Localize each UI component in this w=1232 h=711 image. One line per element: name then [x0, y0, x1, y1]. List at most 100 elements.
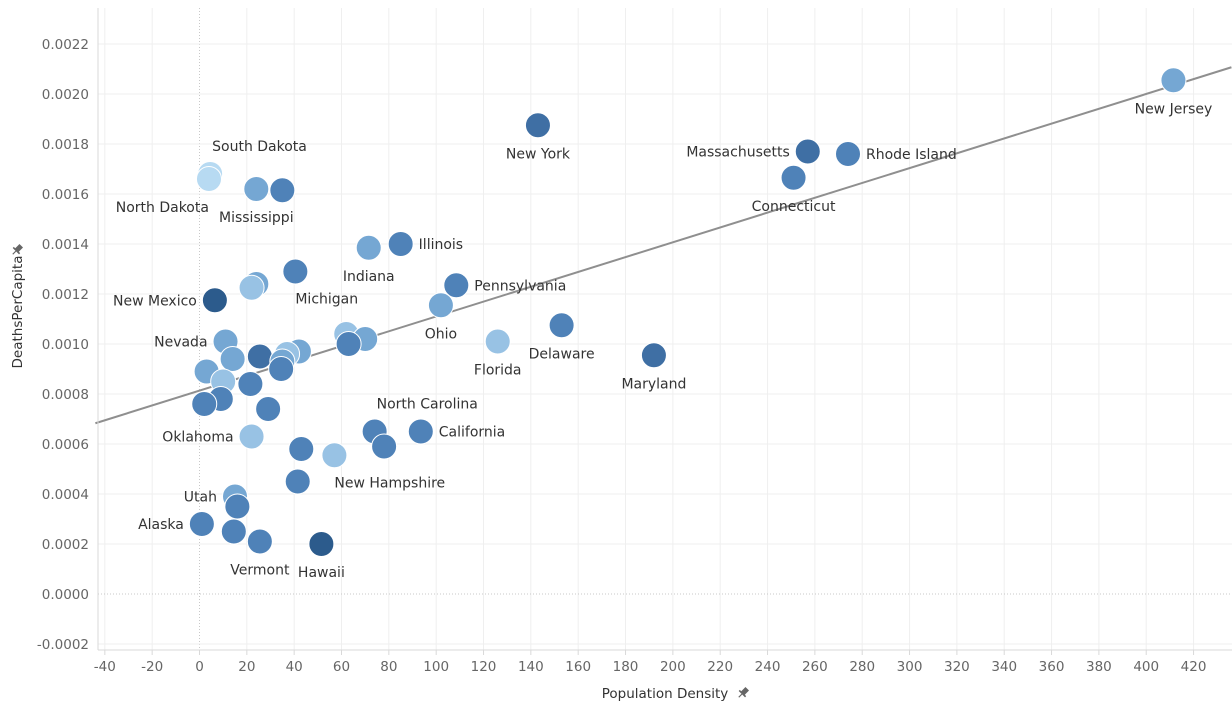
y-tick-label: 0.0002: [42, 537, 89, 553]
x-tick-label: 40: [286, 659, 303, 675]
y-tick-label: 0.0016: [42, 187, 89, 203]
x-tick-label: 420: [1181, 659, 1207, 675]
point-label: Connecticut: [752, 199, 836, 215]
data-point[interactable]: [835, 141, 862, 167]
y-tick-label: 0.0000: [42, 587, 89, 603]
data-point[interactable]: [484, 328, 511, 355]
data-point[interactable]: [407, 418, 434, 445]
y-tick-label: 0.0010: [42, 337, 89, 353]
data-point[interactable]: [548, 312, 575, 339]
y-axis-ticks: -0.0002 0.0000 0.0002 0.0004 0.0006 0.0008 0.0…: [37, 8, 99, 653]
data-point[interactable]: [237, 371, 264, 397]
data-point[interactable]: [201, 287, 228, 314]
x-tick-label: 60: [333, 659, 350, 675]
x-tick-label: 380: [1086, 659, 1112, 675]
x-tick-label: 300: [897, 659, 923, 675]
data-point[interactable]: [195, 166, 222, 192]
data-point[interactable]: [246, 343, 273, 370]
x-tick-label: 280: [849, 659, 875, 675]
y-tick-label: 0.0022: [42, 37, 89, 53]
point-label: Delaware: [529, 346, 595, 362]
point-label: Maryland: [621, 376, 686, 392]
point-label: Mississippi: [219, 210, 294, 226]
trend-line-group: [95, 66, 1232, 425]
point-label: Indiana: [343, 269, 395, 285]
x-tick-label: 20: [238, 659, 255, 675]
data-point[interactable]: [243, 176, 270, 202]
y-tick-label: 0.0014: [42, 237, 89, 253]
data-point[interactable]: [255, 396, 282, 422]
data-point[interactable]: [780, 164, 807, 191]
point-label: New Mexico: [113, 293, 197, 309]
x-tick-label: 320: [944, 659, 970, 675]
y-tick-label: 0.0008: [42, 387, 89, 403]
x-tick-label: 200: [660, 659, 686, 675]
data-point[interactable]: [238, 274, 265, 301]
point-label: Vermont: [230, 563, 290, 579]
data-point[interactable]: [246, 528, 273, 555]
y-tick-label: 0.0004: [42, 487, 89, 503]
data-point[interactable]: [224, 493, 251, 520]
data-point[interactable]: [269, 177, 296, 204]
data-point[interactable]: [355, 234, 382, 261]
data-point[interactable]: [1160, 67, 1187, 94]
point-label: Pennsylvania: [474, 278, 566, 294]
point-label: Massachusetts: [686, 145, 789, 161]
point-label: New Hampshire: [334, 475, 445, 491]
data-point[interactable]: [282, 258, 309, 285]
data-point[interactable]: [219, 346, 246, 372]
x-axis-ticks: -40 -20 0 20 40 60 80 100 120 140 160 180 200 220 240 2…: [94, 649, 1232, 675]
x-tick-label: 180: [613, 659, 639, 675]
data-point[interactable]: [794, 138, 821, 165]
y-axis-title: DeathsPerCapita: [10, 256, 26, 369]
data-point[interactable]: [427, 292, 454, 319]
data-points: [188, 67, 1187, 557]
data-point[interactable]: [371, 433, 398, 460]
point-label: North Dakota: [116, 200, 209, 216]
x-axis-title: Population Density: [602, 686, 729, 702]
data-point[interactable]: [524, 112, 551, 139]
trend-line: [95, 66, 1232, 425]
point-label: Nevada: [154, 335, 207, 351]
point-label: South Dakota: [212, 139, 307, 155]
x-tick-label: 140: [518, 659, 544, 675]
x-tick-label: 0: [195, 659, 204, 675]
point-label: Utah: [184, 490, 217, 506]
x-tick-label: 80: [380, 659, 397, 675]
x-tick-label: 360: [1039, 659, 1065, 675]
data-point[interactable]: [335, 331, 362, 357]
y-tick-label: 0.0018: [42, 137, 89, 153]
y-tick-label: 0.0020: [42, 87, 89, 103]
x-tick-label: 220: [707, 659, 733, 675]
data-point[interactable]: [443, 272, 470, 299]
point-label: California: [439, 425, 505, 441]
data-point[interactable]: [188, 511, 215, 537]
x-axis-pin-icon: [738, 686, 750, 698]
data-point[interactable]: [220, 518, 247, 545]
y-axis-pin-icon: [12, 243, 24, 255]
point-label: New York: [506, 146, 571, 162]
point-label: Ohio: [425, 326, 457, 342]
x-tick-label: 260: [802, 659, 828, 675]
data-point[interactable]: [387, 231, 414, 257]
data-point[interactable]: [191, 391, 218, 417]
point-labels: New Jersey New York Massachusetts Rhode Isl…: [113, 101, 1212, 581]
x-tick-label: 100: [423, 659, 449, 675]
data-point[interactable]: [268, 356, 295, 382]
point-label: Rhode Island: [866, 147, 957, 163]
point-label: Alaska: [138, 517, 184, 533]
point-label: Michigan: [295, 292, 358, 308]
x-tick-label: 340: [991, 659, 1017, 675]
x-tick-label: 120: [471, 659, 497, 675]
x-tick-label: 240: [755, 659, 781, 675]
x-tick-label: -40: [94, 659, 116, 675]
data-point[interactable]: [640, 342, 667, 369]
data-point[interactable]: [284, 468, 311, 495]
data-point[interactable]: [308, 531, 335, 557]
data-point[interactable]: [288, 436, 315, 462]
data-point[interactable]: [238, 423, 265, 450]
point-label: Oklahoma: [162, 430, 233, 446]
data-point[interactable]: [321, 442, 348, 469]
grid-lines: [98, 8, 1232, 650]
